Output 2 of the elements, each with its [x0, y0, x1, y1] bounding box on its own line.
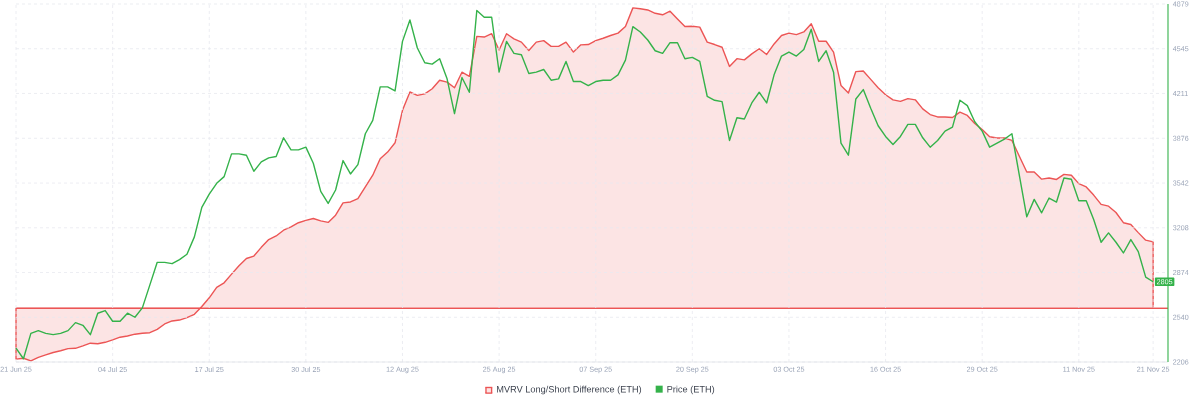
legend-label: Price (ETH): [667, 385, 715, 395]
legend-label: MVRV Long/Short Difference (ETH): [497, 385, 642, 395]
